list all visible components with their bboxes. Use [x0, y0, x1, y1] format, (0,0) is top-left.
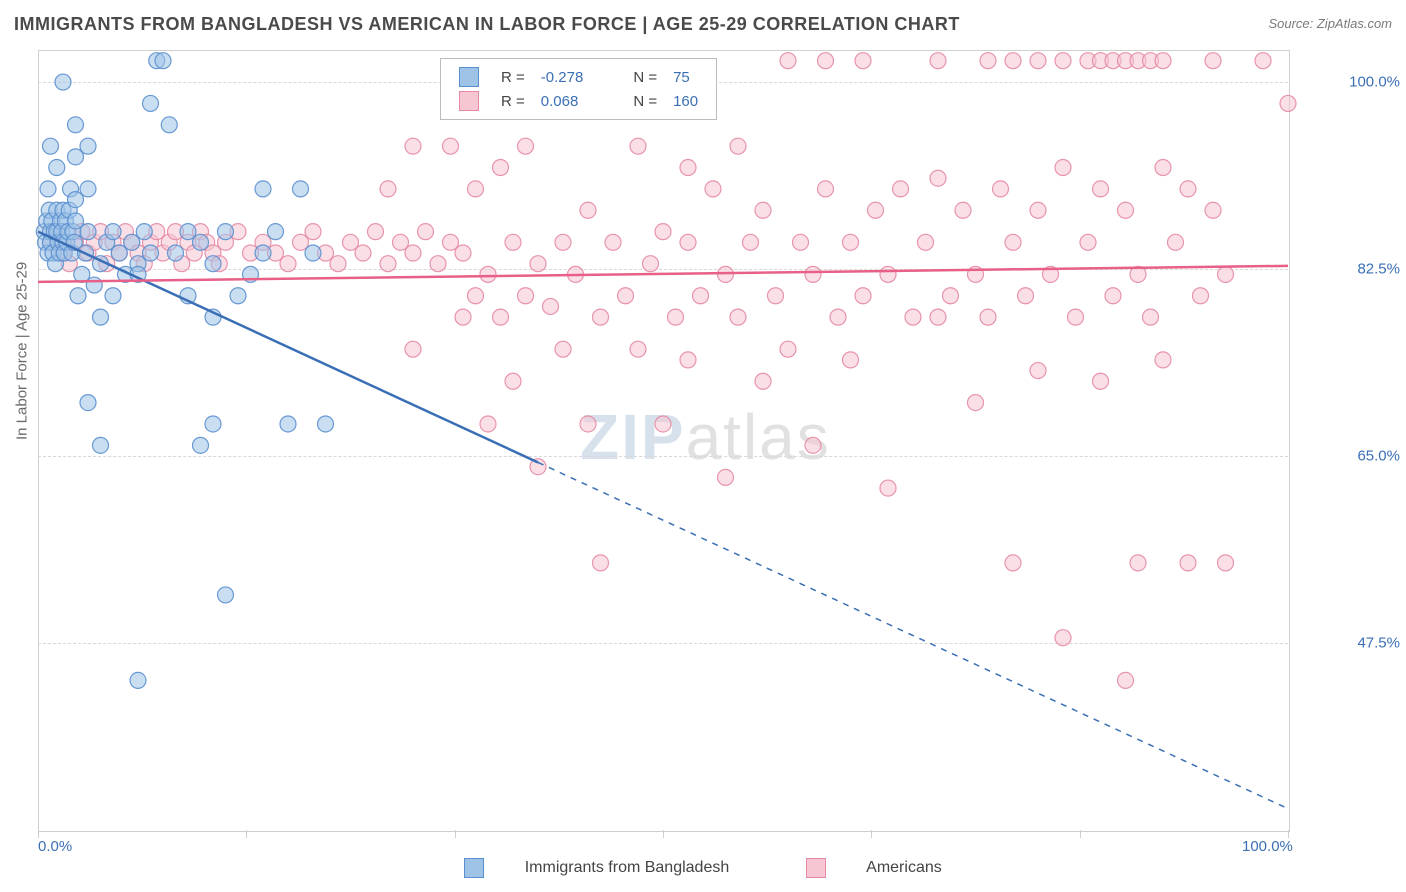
source-label: Source: ZipAtlas.com	[1268, 16, 1392, 31]
legend-row-blue: R = -0.278 N = 75	[451, 65, 706, 89]
bottom-swatch-blue	[464, 858, 484, 878]
legend-r-label: R =	[493, 89, 533, 113]
bottom-label-blue: Immigrants from Bangladesh	[525, 859, 730, 876]
bottom-legend: Immigrants from Bangladesh Americans	[0, 858, 1406, 878]
x-tick: 100.0%	[1242, 838, 1293, 855]
legend-swatch-blue	[459, 67, 479, 87]
bottom-legend-blue: Immigrants from Bangladesh	[446, 859, 751, 876]
legend-row-pink: R = 0.068 N = 160	[451, 89, 706, 113]
legend-r-pink: 0.068	[533, 89, 592, 113]
legend-n-pink: 160	[665, 89, 706, 113]
y-axis-label: In Labor Force | Age 25-29	[14, 262, 31, 440]
chart-svg	[38, 50, 1288, 830]
legend-n-label: N =	[625, 89, 665, 113]
x-tick: 0.0%	[38, 838, 72, 855]
legend-r-blue: -0.278	[533, 65, 592, 89]
y-tick: 65.0%	[1357, 448, 1400, 465]
y-tick: 82.5%	[1357, 261, 1400, 278]
legend-r-label: R =	[493, 65, 533, 89]
y-tick: 100.0%	[1349, 74, 1400, 91]
bottom-swatch-pink	[806, 858, 826, 878]
legend-swatch-pink	[459, 91, 479, 111]
correlation-legend: R = -0.278 N = 75 R = 0.068 N = 160	[440, 58, 717, 120]
y-tick: 47.5%	[1357, 635, 1400, 652]
bottom-legend-pink: Americans	[788, 859, 960, 876]
chart-title: IMMIGRANTS FROM BANGLADESH VS AMERICAN I…	[14, 14, 960, 35]
legend-n-label: N =	[625, 65, 665, 89]
bottom-label-pink: Americans	[866, 859, 942, 876]
legend-n-blue: 75	[665, 65, 706, 89]
